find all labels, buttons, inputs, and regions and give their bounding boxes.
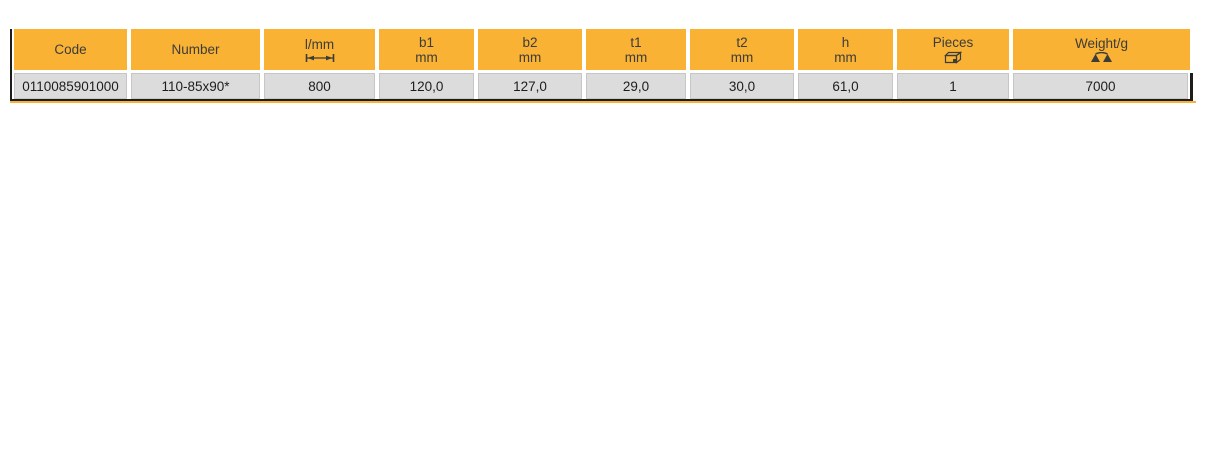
- column-header-weight: Weight/g: [1013, 29, 1190, 70]
- product-spec-table: Code Number l/mm b1 mm b2 mm: [10, 29, 1193, 101]
- table-header-row: Code Number l/mm b1 mm b2 mm: [12, 29, 1193, 70]
- column-unit: mm: [834, 49, 857, 65]
- column-header-number: Number: [131, 29, 260, 70]
- column-label: b2: [522, 34, 538, 50]
- column-label: Weight/g: [1074, 36, 1129, 51]
- cell-weight: 7000: [1013, 73, 1188, 99]
- cell-number: 110-85x90*: [131, 73, 260, 99]
- table-row: 0110085901000 110-85x90* 800 120,0 127,0…: [12, 73, 1193, 99]
- length-dimension-icon: [305, 53, 335, 63]
- column-unit: mm: [730, 49, 754, 65]
- accent-underline: [10, 101, 1196, 103]
- column-header-t2: t2 mm: [690, 29, 794, 70]
- column-label: Number: [171, 42, 220, 57]
- column-label: h: [841, 34, 850, 50]
- scales-icon: [1090, 52, 1113, 63]
- column-header-length: l/mm: [264, 29, 375, 70]
- table-bottom-border: [12, 99, 1193, 101]
- column-header-b2: b2 mm: [478, 29, 582, 70]
- column-label: b1: [418, 34, 435, 50]
- cell-b2: 127,0: [478, 73, 582, 99]
- column-header-h: h mm: [798, 29, 893, 70]
- cell-h: 61,0: [798, 73, 893, 99]
- column-header-t1: t1 mm: [586, 29, 686, 70]
- column-label: t1: [630, 34, 642, 50]
- cell-code: 0110085901000: [14, 73, 127, 99]
- column-unit: mm: [518, 49, 542, 65]
- column-label: t2: [736, 34, 748, 50]
- column-label: Pieces: [932, 35, 974, 50]
- column-header-code: Code: [14, 29, 127, 70]
- column-label: l/mm: [304, 36, 335, 52]
- package-box-icon: [944, 51, 962, 64]
- column-header-pieces: Pieces: [897, 29, 1009, 70]
- cell-length: 800: [264, 73, 375, 99]
- column-unit: mm: [624, 49, 648, 65]
- column-label: Code: [54, 42, 87, 57]
- column-header-b1: b1 mm: [379, 29, 474, 70]
- column-unit: mm: [415, 49, 438, 65]
- cell-pieces: 1: [897, 73, 1009, 99]
- cell-t2: 30,0: [690, 73, 794, 99]
- cell-b1: 120,0: [379, 73, 474, 99]
- cell-t1: 29,0: [586, 73, 686, 99]
